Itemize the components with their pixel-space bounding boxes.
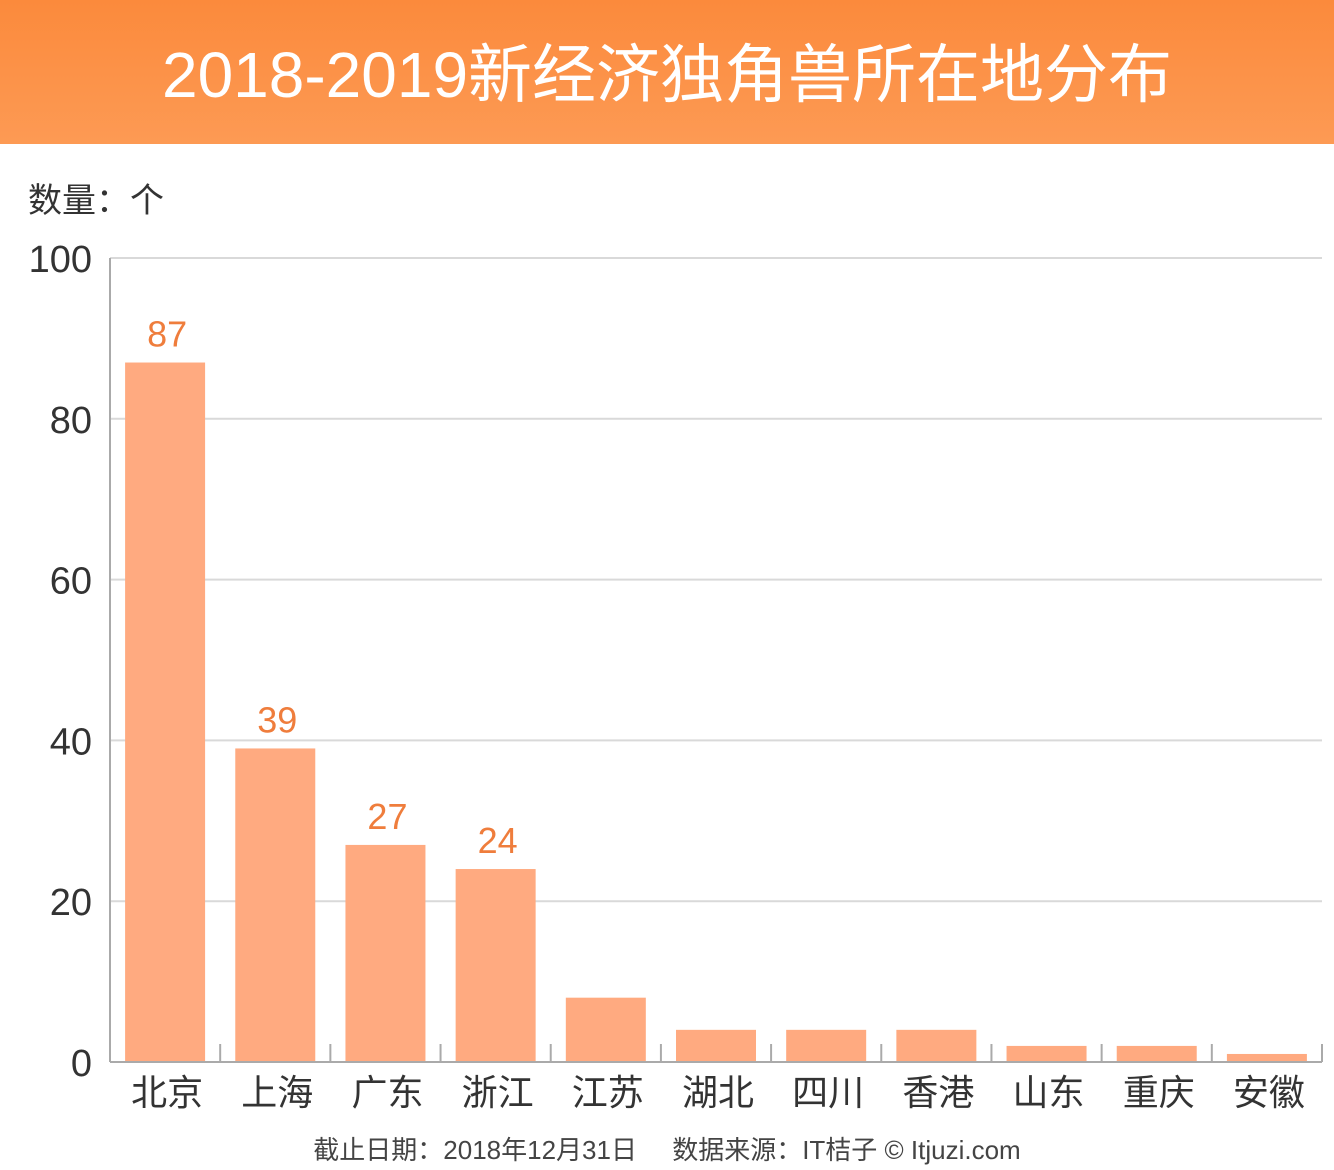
data-label: 27 xyxy=(367,796,407,837)
bar-8 xyxy=(896,1029,977,1062)
bar-3 xyxy=(345,844,426,1062)
x-tick-label: 广东 xyxy=(351,1073,423,1114)
bar-6 xyxy=(676,1029,756,1062)
x-tick-label: 浙江 xyxy=(462,1073,534,1114)
title-banner xyxy=(0,0,1334,144)
x-tick-label: 湖北 xyxy=(682,1073,754,1114)
bar-5 xyxy=(565,997,646,1062)
bar-7 xyxy=(786,1029,867,1062)
y-tick-label: 80 xyxy=(50,400,92,442)
x-tick-label: 北京 xyxy=(131,1073,203,1114)
x-tick-label: 重庆 xyxy=(1123,1073,1195,1114)
y-axis-label: 数量：个 xyxy=(28,182,164,220)
data-label: 24 xyxy=(478,820,518,861)
x-tick-label: 香港 xyxy=(902,1073,974,1114)
y-tick-label: 60 xyxy=(50,561,92,603)
footer: 截止日期：2018年12月31日 数据来源：IT桔子 © Itjuzi.com xyxy=(0,1130,1334,1167)
bar-9 xyxy=(1006,1045,1087,1062)
x-tick-label: 四川 xyxy=(792,1073,864,1114)
x-tick-label: 上海 xyxy=(241,1073,313,1114)
bar-10 xyxy=(1116,1045,1197,1062)
bar-2 xyxy=(235,748,316,1062)
chart-title: 2018-2019新经济独角兽所在地分布 xyxy=(161,39,1173,111)
bar-11 xyxy=(1226,1053,1307,1062)
footer-date: 截止日期：2018年12月31日 xyxy=(313,1135,637,1165)
y-tick-label: 40 xyxy=(50,721,92,763)
x-tick-label: 安徽 xyxy=(1233,1073,1305,1114)
y-tick-label: 0 xyxy=(71,1043,92,1085)
footer-source: 数据来源：IT桔子 © Itjuzi.com xyxy=(672,1135,1021,1165)
data-label: 87 xyxy=(147,314,187,355)
bar-4 xyxy=(455,869,536,1062)
data-label: 39 xyxy=(257,699,297,740)
x-tick-label: 江苏 xyxy=(572,1073,644,1114)
bar-1 xyxy=(125,362,206,1062)
bar-chart: 数量：个 0 20 40 60 80 100 87 北京 39 上海 27 广东 24 浙江 江苏 湖北 四川 香港… xyxy=(28,182,1323,1114)
y-tick-label: 100 xyxy=(29,239,92,281)
x-tick-label: 山东 xyxy=(1013,1073,1085,1114)
y-tick-label: 20 xyxy=(50,882,92,924)
